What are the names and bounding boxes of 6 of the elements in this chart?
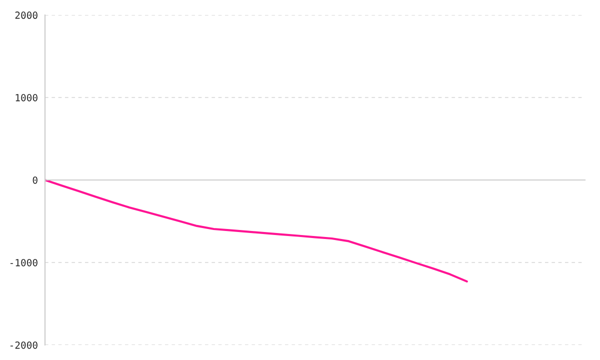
y-tick-label: 0 (32, 176, 38, 184)
y-tick-label: -2000 (10, 341, 38, 349)
line-series (45, 178, 468, 283)
y-tick-label: -1000 (10, 259, 38, 266)
y-tick-label: 1000 (16, 94, 38, 102)
y-tick-label: 2000 (15, 12, 38, 19)
